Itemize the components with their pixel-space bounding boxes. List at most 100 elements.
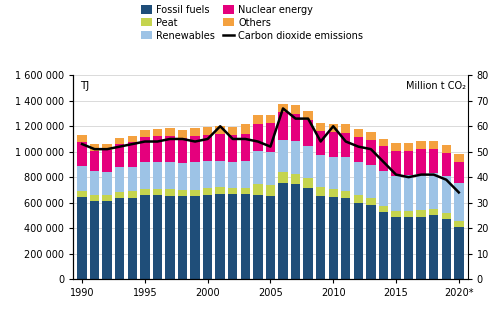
Bar [191, 128, 200, 136]
Bar [128, 191, 137, 198]
Bar [316, 155, 326, 187]
Carbon dioxide emissions [456, 191, 462, 194]
Carbon dioxide emissions [217, 124, 223, 128]
Bar [77, 142, 87, 166]
Carbon dioxide emissions [355, 145, 361, 148]
Bar [140, 189, 150, 195]
Carbon dioxide emissions [205, 137, 211, 141]
Bar [366, 198, 375, 204]
Bar [228, 162, 237, 188]
Bar [191, 196, 200, 279]
Bar [366, 165, 375, 198]
Carbon dioxide emissions [330, 124, 336, 128]
Bar [329, 157, 338, 189]
Bar [165, 162, 175, 189]
Bar [391, 176, 401, 211]
Line: Carbon dioxide emissions: Carbon dioxide emissions [82, 108, 459, 192]
Carbon dioxide emissions [305, 117, 311, 121]
Bar [128, 136, 137, 142]
Bar [153, 195, 162, 279]
Bar [191, 162, 200, 190]
Bar [140, 162, 150, 189]
Bar [240, 134, 250, 161]
Bar [115, 144, 124, 167]
Bar [253, 115, 263, 125]
Bar [391, 151, 401, 176]
Bar [128, 167, 137, 191]
Bar [266, 152, 275, 185]
Carbon dioxide emissions [318, 140, 324, 143]
Bar [454, 162, 464, 183]
Bar [354, 203, 363, 279]
Carbon dioxide emissions [167, 137, 173, 141]
Bar [379, 212, 388, 279]
Carbon dioxide emissions [142, 140, 148, 143]
Carbon dioxide emissions [393, 173, 399, 177]
Bar [191, 190, 200, 196]
Bar [442, 145, 451, 153]
Bar [341, 125, 350, 133]
Bar [291, 174, 300, 184]
Bar [191, 136, 200, 162]
Bar [429, 173, 438, 209]
Bar [303, 111, 313, 120]
Bar [153, 129, 162, 136]
Bar [454, 221, 464, 227]
Bar [228, 127, 237, 135]
Bar [316, 123, 326, 131]
Bar [316, 196, 326, 279]
Bar [178, 138, 187, 163]
Carbon dioxide emissions [268, 145, 274, 148]
Bar [102, 172, 112, 196]
Bar [77, 166, 87, 191]
Bar [216, 126, 225, 134]
Bar [266, 196, 275, 279]
Bar [90, 151, 99, 171]
Bar [278, 140, 288, 172]
Text: TJ: TJ [80, 81, 90, 91]
Bar [341, 157, 350, 191]
Bar [115, 198, 124, 279]
Bar [203, 127, 212, 135]
Bar [416, 210, 426, 217]
Bar [140, 195, 150, 279]
Bar [102, 196, 112, 201]
Bar [153, 162, 162, 189]
Bar [102, 201, 112, 279]
Carbon dioxide emissions [406, 175, 412, 179]
Carbon dioxide emissions [230, 137, 236, 141]
Carbon dioxide emissions [242, 137, 248, 141]
Bar [442, 153, 451, 177]
Bar [253, 151, 263, 184]
Carbon dioxide emissions [92, 147, 98, 151]
Bar [291, 141, 300, 174]
Carbon dioxide emissions [255, 140, 261, 143]
Bar [354, 195, 363, 203]
Carbon dioxide emissions [179, 137, 185, 141]
Bar [178, 190, 187, 196]
Bar [341, 191, 350, 198]
Bar [278, 104, 288, 112]
Bar [329, 197, 338, 279]
Bar [404, 211, 413, 217]
Bar [266, 123, 275, 152]
Bar [379, 146, 388, 171]
Bar [253, 125, 263, 151]
Text: Million t CO₂: Million t CO₂ [406, 81, 466, 91]
Bar [140, 130, 150, 137]
Bar [354, 129, 363, 137]
Bar [253, 195, 263, 279]
Bar [303, 120, 313, 146]
Bar [429, 209, 438, 215]
Bar [228, 188, 237, 194]
Bar [203, 195, 212, 279]
Bar [253, 184, 263, 195]
Carbon dioxide emissions [280, 106, 286, 110]
Bar [128, 198, 137, 279]
Bar [316, 131, 326, 155]
Bar [429, 215, 438, 279]
Bar [291, 114, 300, 141]
Carbon dioxide emissions [443, 178, 449, 182]
Bar [303, 178, 313, 188]
Bar [203, 188, 212, 195]
